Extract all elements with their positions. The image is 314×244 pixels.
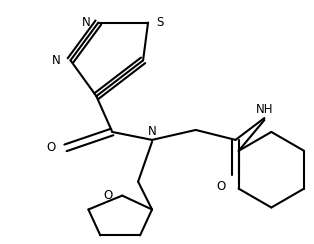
Text: O: O — [103, 189, 112, 202]
Text: N: N — [52, 54, 61, 67]
Text: NH: NH — [256, 103, 273, 116]
Text: O: O — [216, 180, 225, 193]
Text: O: O — [46, 141, 56, 154]
Text: N: N — [148, 125, 156, 138]
Text: N: N — [82, 16, 90, 29]
Text: S: S — [156, 16, 163, 29]
